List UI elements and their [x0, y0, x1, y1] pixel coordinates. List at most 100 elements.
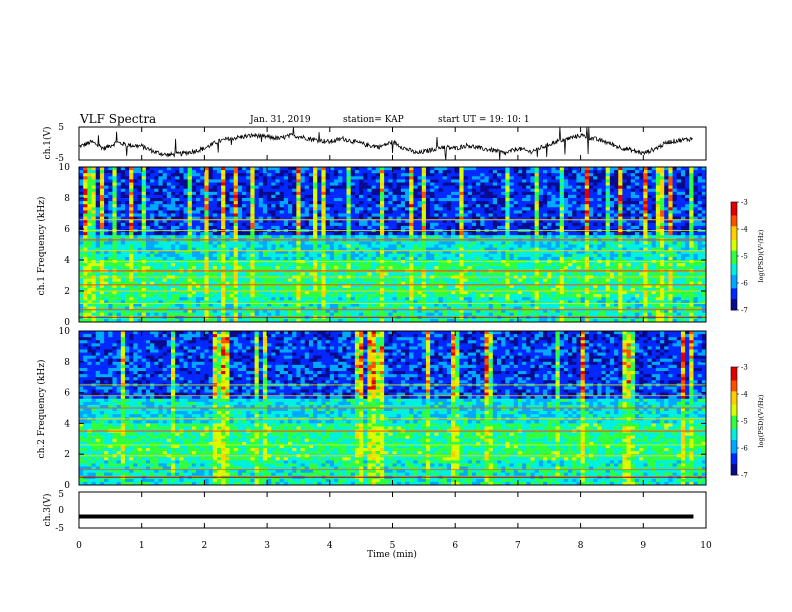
spectrogram-cell	[133, 235, 138, 239]
spectrogram-cell	[580, 198, 586, 202]
spectrogram-cell	[104, 179, 109, 183]
spectrogram-cell	[346, 204, 352, 208]
spectrogram-cell	[534, 198, 540, 202]
spectrogram-cell	[275, 207, 281, 211]
spectrogram-cell	[384, 210, 389, 214]
spectrogram-cell	[647, 207, 653, 211]
spectrogram-cell	[455, 222, 460, 227]
spectrogram-cell	[296, 167, 301, 171]
spectrogram-cell	[371, 179, 377, 183]
spectrogram-cell	[288, 216, 293, 221]
spectrogram-cell	[133, 170, 138, 174]
spectrogram-cell	[655, 256, 661, 261]
spectrogram-cell	[484, 250, 490, 255]
spectrogram-cell	[83, 241, 88, 245]
spectrogram-cell	[697, 247, 703, 252]
spectrogram-cell	[467, 176, 473, 180]
spectrogram-cell	[639, 219, 644, 224]
spectrogram-cell	[655, 213, 661, 217]
spectrogram-cell	[680, 232, 686, 236]
spectrogram-cell	[568, 225, 573, 230]
spectrogram-cell	[405, 191, 410, 196]
spectrogram-cell	[438, 194, 444, 199]
spectrogram-cell	[288, 179, 293, 183]
spectrogram-cell	[480, 250, 485, 255]
spectrogram-cell	[200, 266, 205, 270]
spectrogram-cell	[689, 247, 694, 252]
spectrogram-cell	[517, 182, 523, 186]
spectrogram-cell	[179, 201, 184, 205]
spectrogram-cell	[229, 204, 235, 208]
spectrogram-cell	[296, 256, 301, 261]
spectrogram-cell	[421, 253, 427, 258]
spectrogram-cell	[438, 176, 444, 180]
spectrogram-cell	[204, 185, 209, 190]
spectrogram-cell	[430, 235, 435, 239]
spectrogram-cell	[300, 225, 306, 230]
spectrogram-cell	[605, 247, 611, 252]
spectrogram-cell	[313, 247, 318, 252]
spectrogram-cell	[95, 222, 101, 227]
spectrogram-cell	[488, 247, 494, 252]
spectrogram-cell	[296, 232, 301, 236]
spectrogram-cell	[668, 213, 673, 217]
spectrogram-cell	[547, 250, 552, 255]
spectrogram-cell	[338, 222, 343, 227]
spectrogram-cell	[584, 222, 590, 227]
spectrogram-cell	[150, 250, 155, 255]
spectrogram-cell	[542, 182, 548, 186]
spectrogram-cell	[622, 173, 627, 177]
spectrogram-cell	[145, 204, 151, 208]
spectrogram-cell	[242, 194, 247, 199]
spectrogram-cell	[509, 253, 515, 258]
spectrogram-cell	[208, 173, 214, 177]
spectrogram-cell	[396, 176, 402, 180]
spectrogram-cell	[647, 198, 653, 202]
spectrogram-cell	[547, 176, 552, 180]
spectrogram-cell	[112, 213, 118, 217]
spectrogram-cell	[509, 198, 515, 202]
spectrogram-cell	[488, 213, 494, 217]
spectrogram-cell	[333, 167, 339, 171]
spectrogram-cell	[497, 225, 502, 230]
spectrogram-cell	[480, 244, 485, 248]
spectrogram-cell	[250, 241, 255, 245]
spectrogram-cell	[526, 256, 531, 261]
spectrogram-cell	[300, 235, 306, 239]
spectrogram-cell	[283, 256, 289, 261]
spectrogram-cell	[124, 167, 130, 171]
spectrogram-cell	[618, 247, 623, 252]
spectrogram-cell	[551, 201, 556, 205]
spectrogram-cell	[526, 241, 531, 245]
spectrogram-cell	[221, 188, 226, 193]
spectrogram-cell	[409, 241, 414, 245]
spectrogram-cell	[87, 182, 92, 186]
spectrogram-cell	[124, 198, 130, 202]
spectrogram-cell	[116, 179, 122, 183]
spectrogram-cell	[430, 201, 435, 205]
spectrogram-cell	[200, 213, 205, 217]
spectrogram-cell	[405, 198, 410, 202]
spectrogram-cell	[116, 188, 122, 193]
spectrogram-cell	[639, 250, 644, 255]
spectrogram-cell	[237, 250, 243, 255]
spectrogram-cell	[576, 263, 581, 267]
spectrogram-cell	[676, 250, 682, 255]
spectrogram-cell	[413, 191, 418, 196]
spectrogram-cell	[258, 167, 264, 171]
spectrogram-cell	[471, 210, 477, 214]
spectrogram-cell	[304, 222, 310, 227]
spectrogram-cell	[112, 216, 118, 221]
spectrogram-cell	[413, 263, 418, 267]
spectrogram-cell	[108, 210, 113, 214]
spectrogram-cell	[655, 247, 661, 252]
spectrogram-cell	[296, 244, 301, 248]
spectrogram-cell	[459, 222, 464, 227]
spectrogram-cell	[392, 244, 398, 248]
spectrogram-cell	[639, 182, 644, 186]
spectrogram-cell	[576, 207, 581, 211]
spectrogram-cell	[116, 191, 122, 196]
spectrogram-cell	[668, 179, 673, 183]
spectrogram-cell	[530, 170, 536, 174]
spectrogram-cell	[622, 185, 627, 190]
